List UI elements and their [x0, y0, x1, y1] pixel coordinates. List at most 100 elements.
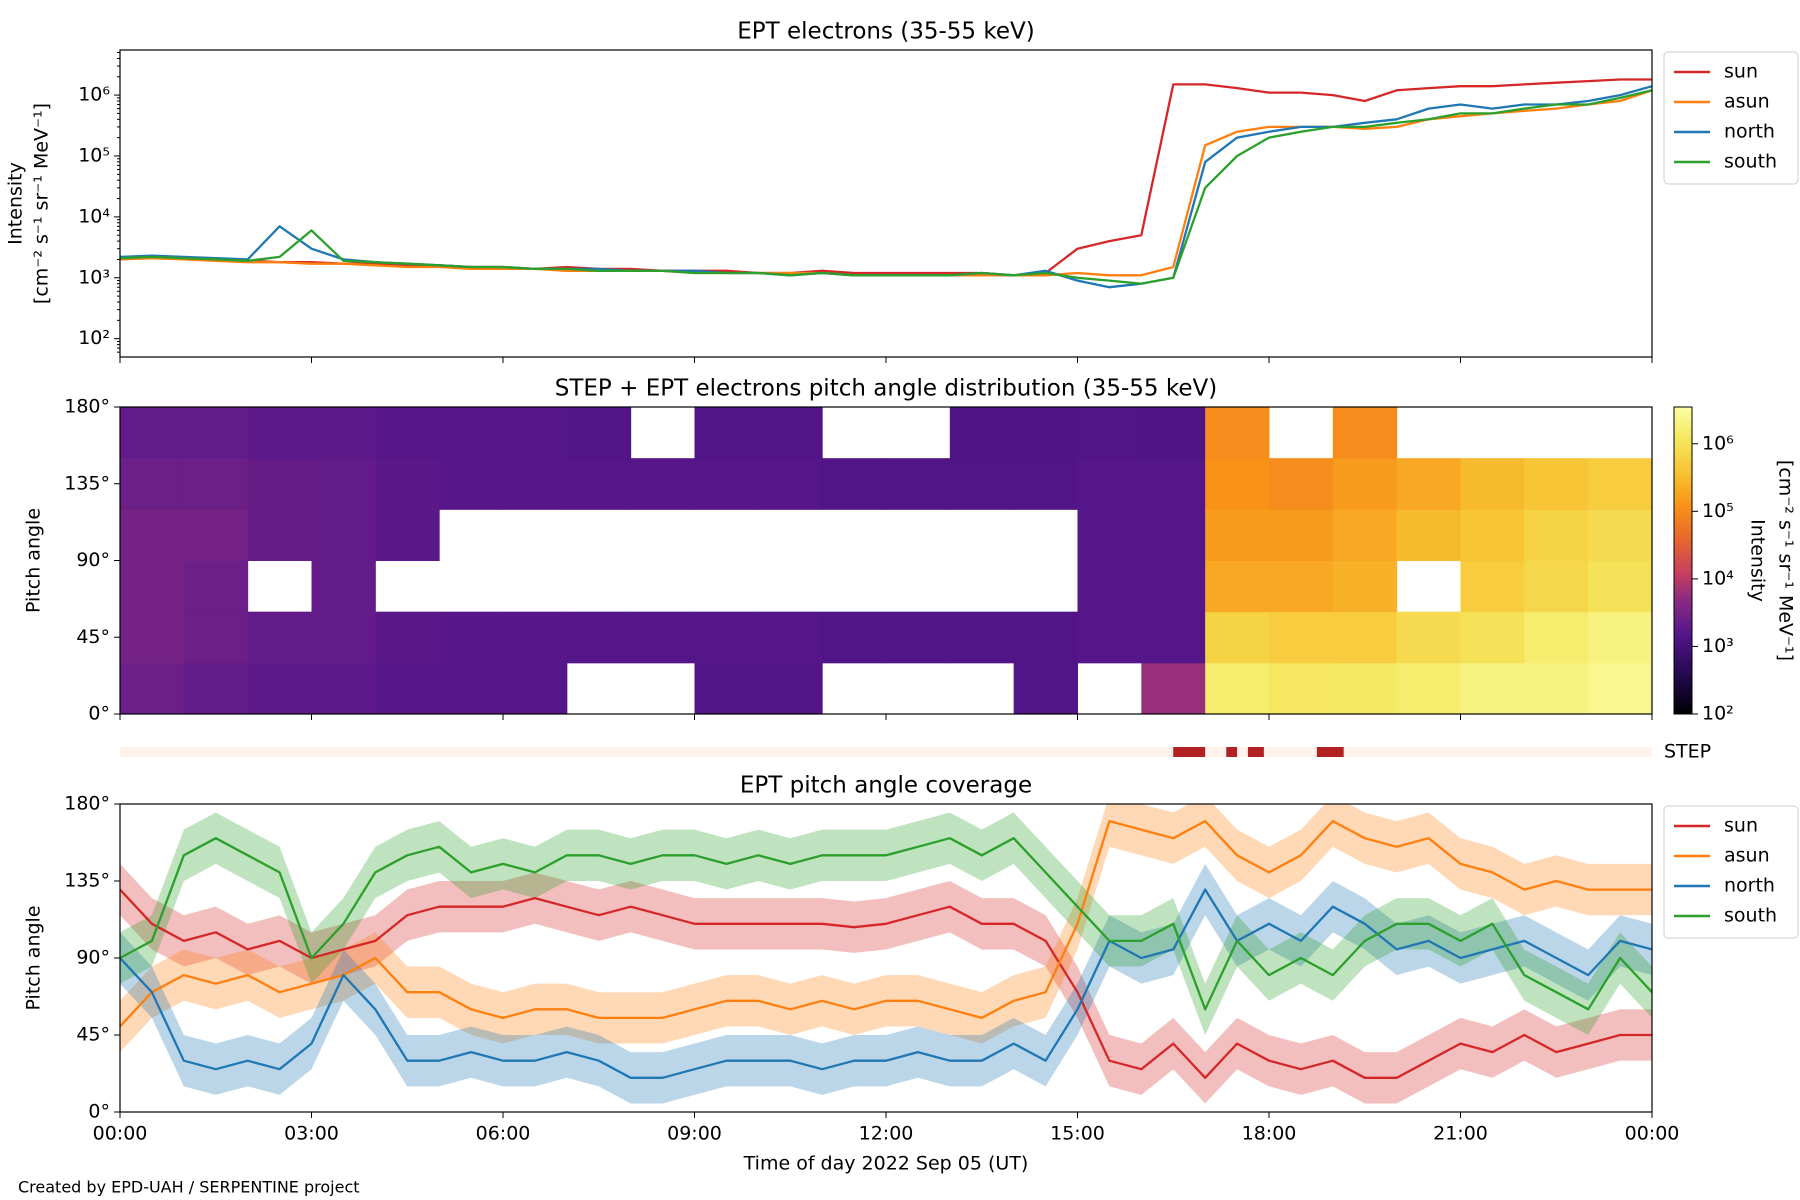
heatmap-cell	[120, 458, 185, 510]
heatmap-cell	[120, 407, 185, 459]
series-line	[120, 888, 1652, 1079]
heatmap-cell	[375, 662, 440, 714]
heatmap-cell	[1332, 611, 1398, 664]
heatmap-cell	[1460, 458, 1525, 510]
heatmap-cell	[183, 611, 249, 664]
y-tick-label: 10³	[78, 266, 110, 288]
y-tick-label: 180°	[64, 396, 110, 418]
heatmap-cell	[1077, 509, 1142, 561]
heatmap-cell	[503, 662, 568, 714]
heatmap-cell	[630, 458, 695, 510]
heatmap-cell	[1013, 458, 1078, 510]
y-tick-label: 135°	[64, 472, 110, 494]
heatmap-cell	[183, 560, 249, 613]
y-tick-label: 10⁶	[78, 84, 110, 106]
x-tick-label: 18:00	[1242, 1123, 1297, 1145]
heatmap-cell	[1524, 509, 1589, 561]
timeline-background	[120, 747, 1652, 757]
colorbar-tick-label: 10⁴	[1702, 567, 1734, 589]
heatmap-cell	[1269, 611, 1334, 664]
heatmap-cell	[1460, 662, 1525, 714]
heatmap-cell	[311, 509, 376, 561]
colorbar-tick-label: 10²	[1702, 703, 1734, 725]
colorbar-tick-label: 10³	[1702, 635, 1734, 657]
heatmap-cell	[375, 458, 440, 510]
heatmap-cell	[503, 611, 568, 664]
heatmap-cell	[1524, 611, 1589, 664]
heatmap-cell	[183, 662, 249, 714]
timeline-interval	[1173, 747, 1206, 757]
heatmap-cell	[375, 407, 440, 459]
heatmap-cell	[630, 611, 695, 664]
heatmap-cell	[1524, 458, 1589, 510]
y-tick-label: 135°	[64, 870, 110, 892]
legend-box	[1663, 51, 1799, 185]
heatmap-cell	[1205, 611, 1270, 664]
error-band	[120, 812, 1652, 1035]
heatmap-cell	[1332, 662, 1398, 714]
heatmap-cell	[1460, 611, 1525, 664]
y-axis-label: Intensity	[5, 162, 27, 245]
heatmap-cell	[1588, 662, 1652, 714]
heatmap-cell	[1332, 560, 1398, 613]
heatmap-cell	[758, 662, 823, 714]
legend-label: north	[1724, 875, 1775, 897]
heatmap-cell	[311, 611, 376, 664]
heatmap-cell	[1269, 560, 1334, 613]
timeline-interval	[1226, 747, 1238, 757]
heatmap-cell	[758, 407, 823, 459]
y-tick-label: 10²	[78, 327, 110, 349]
heatmap-cell	[822, 611, 887, 664]
series-line	[120, 819, 1652, 1028]
axes-frame	[119, 803, 1653, 1113]
error-band	[120, 804, 1652, 1053]
heatmap-cell	[1396, 509, 1461, 561]
heatmap-cell	[503, 407, 568, 459]
heatmap-cell	[822, 458, 887, 510]
heatmap-cell	[120, 662, 185, 714]
plot-area	[120, 804, 1652, 1104]
x-tick-label: 21:00	[1433, 1123, 1488, 1145]
heatmap-cell	[566, 407, 632, 459]
series-line	[120, 78, 1652, 277]
heatmap-cell	[949, 407, 1015, 459]
series-line	[120, 89, 1652, 277]
y-tick-label: 90°	[76, 947, 110, 969]
heatmap-cell	[694, 662, 759, 714]
heatmap-cell	[503, 458, 568, 510]
heatmap-cell	[247, 458, 312, 510]
colorbar-tick-label: 10⁶	[1702, 432, 1734, 454]
heatmap-cell	[1077, 458, 1142, 510]
legend-box	[1663, 805, 1799, 939]
x-tick-label: 12:00	[859, 1123, 914, 1145]
x-tick-label: 09:00	[667, 1123, 722, 1145]
y-tick-label: 45°	[76, 626, 110, 648]
footer: Created by EPD-UAH / SERPENTINE project	[18, 1178, 360, 1197]
timeline-label: STEP	[1664, 741, 1711, 763]
heatmap-cell	[1524, 662, 1589, 714]
heatmap-cell	[1332, 509, 1398, 561]
axes-frame	[119, 406, 1653, 715]
heatmap-cell	[375, 611, 440, 664]
y-tick-label: 90°	[76, 549, 110, 571]
heatmap-cell	[886, 611, 951, 664]
heatmap-cell	[247, 407, 312, 459]
heatmap-cell	[1205, 458, 1270, 510]
heatmap-cell	[1141, 662, 1206, 714]
heatmap-cell	[1013, 407, 1078, 459]
legend-label: sun	[1724, 61, 1758, 83]
colorbar-label: Intensity	[1747, 519, 1769, 602]
heatmap-cell	[439, 458, 504, 510]
heatmap-cell	[758, 611, 823, 664]
heatmap-cell	[694, 407, 759, 459]
heatmap-cell	[1077, 611, 1142, 664]
heatmap-cell	[949, 458, 1015, 510]
heatmap-cell	[1332, 458, 1398, 510]
heatmap-cell	[1205, 662, 1270, 714]
heatmap-cell	[1205, 509, 1270, 561]
series-line	[120, 837, 1652, 1011]
heatmap-cell	[1269, 458, 1334, 510]
series-line	[120, 888, 1652, 1079]
heatmap-cell	[1013, 611, 1078, 664]
heatmap-cell	[1141, 407, 1206, 459]
